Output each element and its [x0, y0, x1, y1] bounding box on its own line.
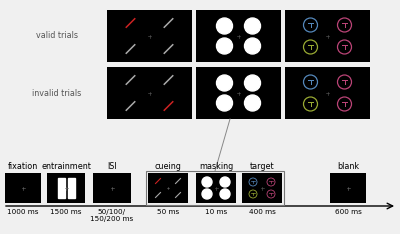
- Bar: [196, 67, 281, 119]
- Bar: [68, 178, 74, 198]
- Text: 50 ms: 50 ms: [157, 209, 179, 215]
- Bar: [330, 173, 366, 203]
- Bar: [107, 67, 192, 119]
- Text: 10 ms: 10 ms: [205, 209, 227, 215]
- Bar: [148, 173, 188, 203]
- Text: target: target: [250, 162, 274, 171]
- Bar: [93, 173, 131, 203]
- Text: 1500 ms: 1500 ms: [50, 209, 82, 215]
- Bar: [285, 67, 370, 119]
- Circle shape: [244, 18, 260, 34]
- Text: entrainment: entrainment: [41, 162, 91, 171]
- Bar: [196, 173, 236, 203]
- Circle shape: [216, 18, 232, 34]
- Circle shape: [220, 177, 230, 187]
- Bar: [58, 178, 64, 198]
- Text: blank: blank: [337, 162, 359, 171]
- Text: fixation: fixation: [8, 162, 38, 171]
- Text: cueing: cueing: [154, 162, 182, 171]
- Circle shape: [216, 38, 232, 54]
- Bar: [146, 171, 284, 205]
- Circle shape: [220, 189, 230, 199]
- Circle shape: [244, 38, 260, 54]
- Circle shape: [216, 75, 232, 91]
- Circle shape: [244, 95, 260, 111]
- Circle shape: [216, 95, 232, 111]
- Bar: [107, 10, 192, 62]
- Text: ISI: ISI: [107, 162, 117, 171]
- Text: 1000 ms: 1000 ms: [7, 209, 39, 215]
- Text: 600 ms: 600 ms: [334, 209, 362, 215]
- Text: invalid trials: invalid trials: [32, 88, 82, 98]
- Text: 50/100/
150/200 ms: 50/100/ 150/200 ms: [90, 209, 134, 222]
- Text: valid trials: valid trials: [36, 32, 78, 40]
- Text: 400 ms: 400 ms: [248, 209, 276, 215]
- Bar: [285, 10, 370, 62]
- Bar: [5, 173, 41, 203]
- Bar: [196, 10, 281, 62]
- Text: masking: masking: [199, 162, 233, 171]
- Circle shape: [202, 189, 212, 199]
- Circle shape: [244, 75, 260, 91]
- Bar: [47, 173, 85, 203]
- Circle shape: [202, 177, 212, 187]
- Bar: [242, 173, 282, 203]
